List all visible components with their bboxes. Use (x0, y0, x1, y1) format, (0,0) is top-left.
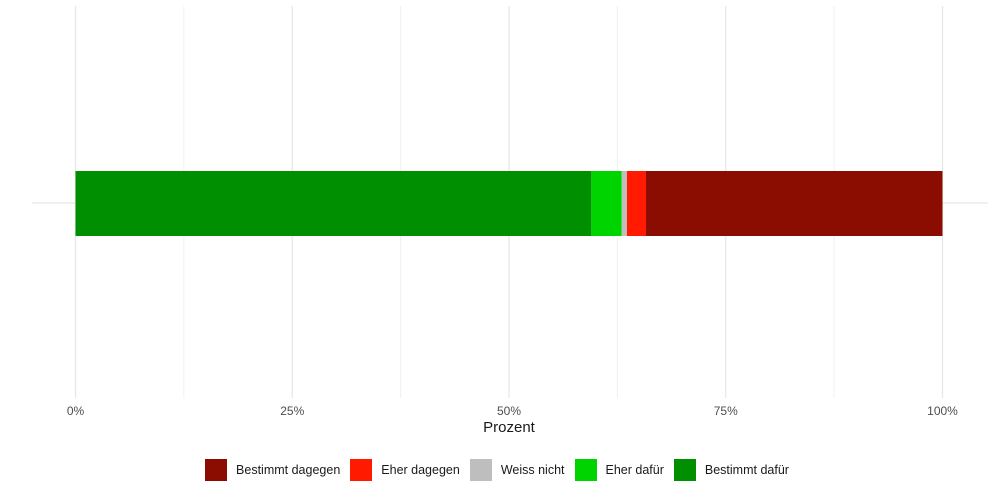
legend-item: Eher dagegen (350, 459, 460, 481)
legend-swatch (350, 459, 373, 481)
bar-segment-eher-dagegen (626, 171, 646, 236)
x-tick-label: 75% (714, 404, 738, 418)
bar-segment-eher-dafür (591, 171, 622, 236)
legend-item: Weiss nicht (469, 459, 565, 481)
legend-swatch (673, 459, 696, 481)
legend-swatch (574, 459, 597, 481)
bars (75, 171, 943, 236)
bar-segment-bestimmt-dafür (75, 171, 592, 236)
x-tick-label: 25% (280, 404, 304, 418)
legend-label: Bestimmt dafür (704, 463, 789, 477)
bar-segment-bestimmt-dagegen (645, 171, 943, 236)
legend-label: Bestimmt dagegen (236, 463, 341, 477)
x-axis-tick-labels: 0% 25% 50% 75% 100% (67, 404, 958, 418)
legend-swatch (205, 459, 228, 481)
legend-label: Weiss nicht (500, 463, 565, 477)
legend-item: Bestimmt dagegen (205, 459, 340, 481)
legend-label: Eher dagegen (381, 463, 460, 477)
legend: Bestimmt dagegen Eher dagegen Weiss nicht E… (0, 458, 994, 482)
legend-label: Eher dafür (605, 463, 664, 477)
x-tick-label: 100% (927, 404, 958, 418)
legend-item: Bestimmt dafür (673, 459, 789, 481)
x-axis-title: Prozent (483, 419, 536, 436)
stacked-bar-chart: 0% 25% 50% 75% 100% Prozent (32, 6, 988, 436)
x-tick-label: 50% (497, 404, 521, 418)
legend-item: Eher dafür (574, 459, 664, 481)
bar-segment-weiss-nicht (621, 171, 627, 236)
legend-swatch (469, 459, 492, 481)
x-tick-label: 0% (67, 404, 85, 418)
